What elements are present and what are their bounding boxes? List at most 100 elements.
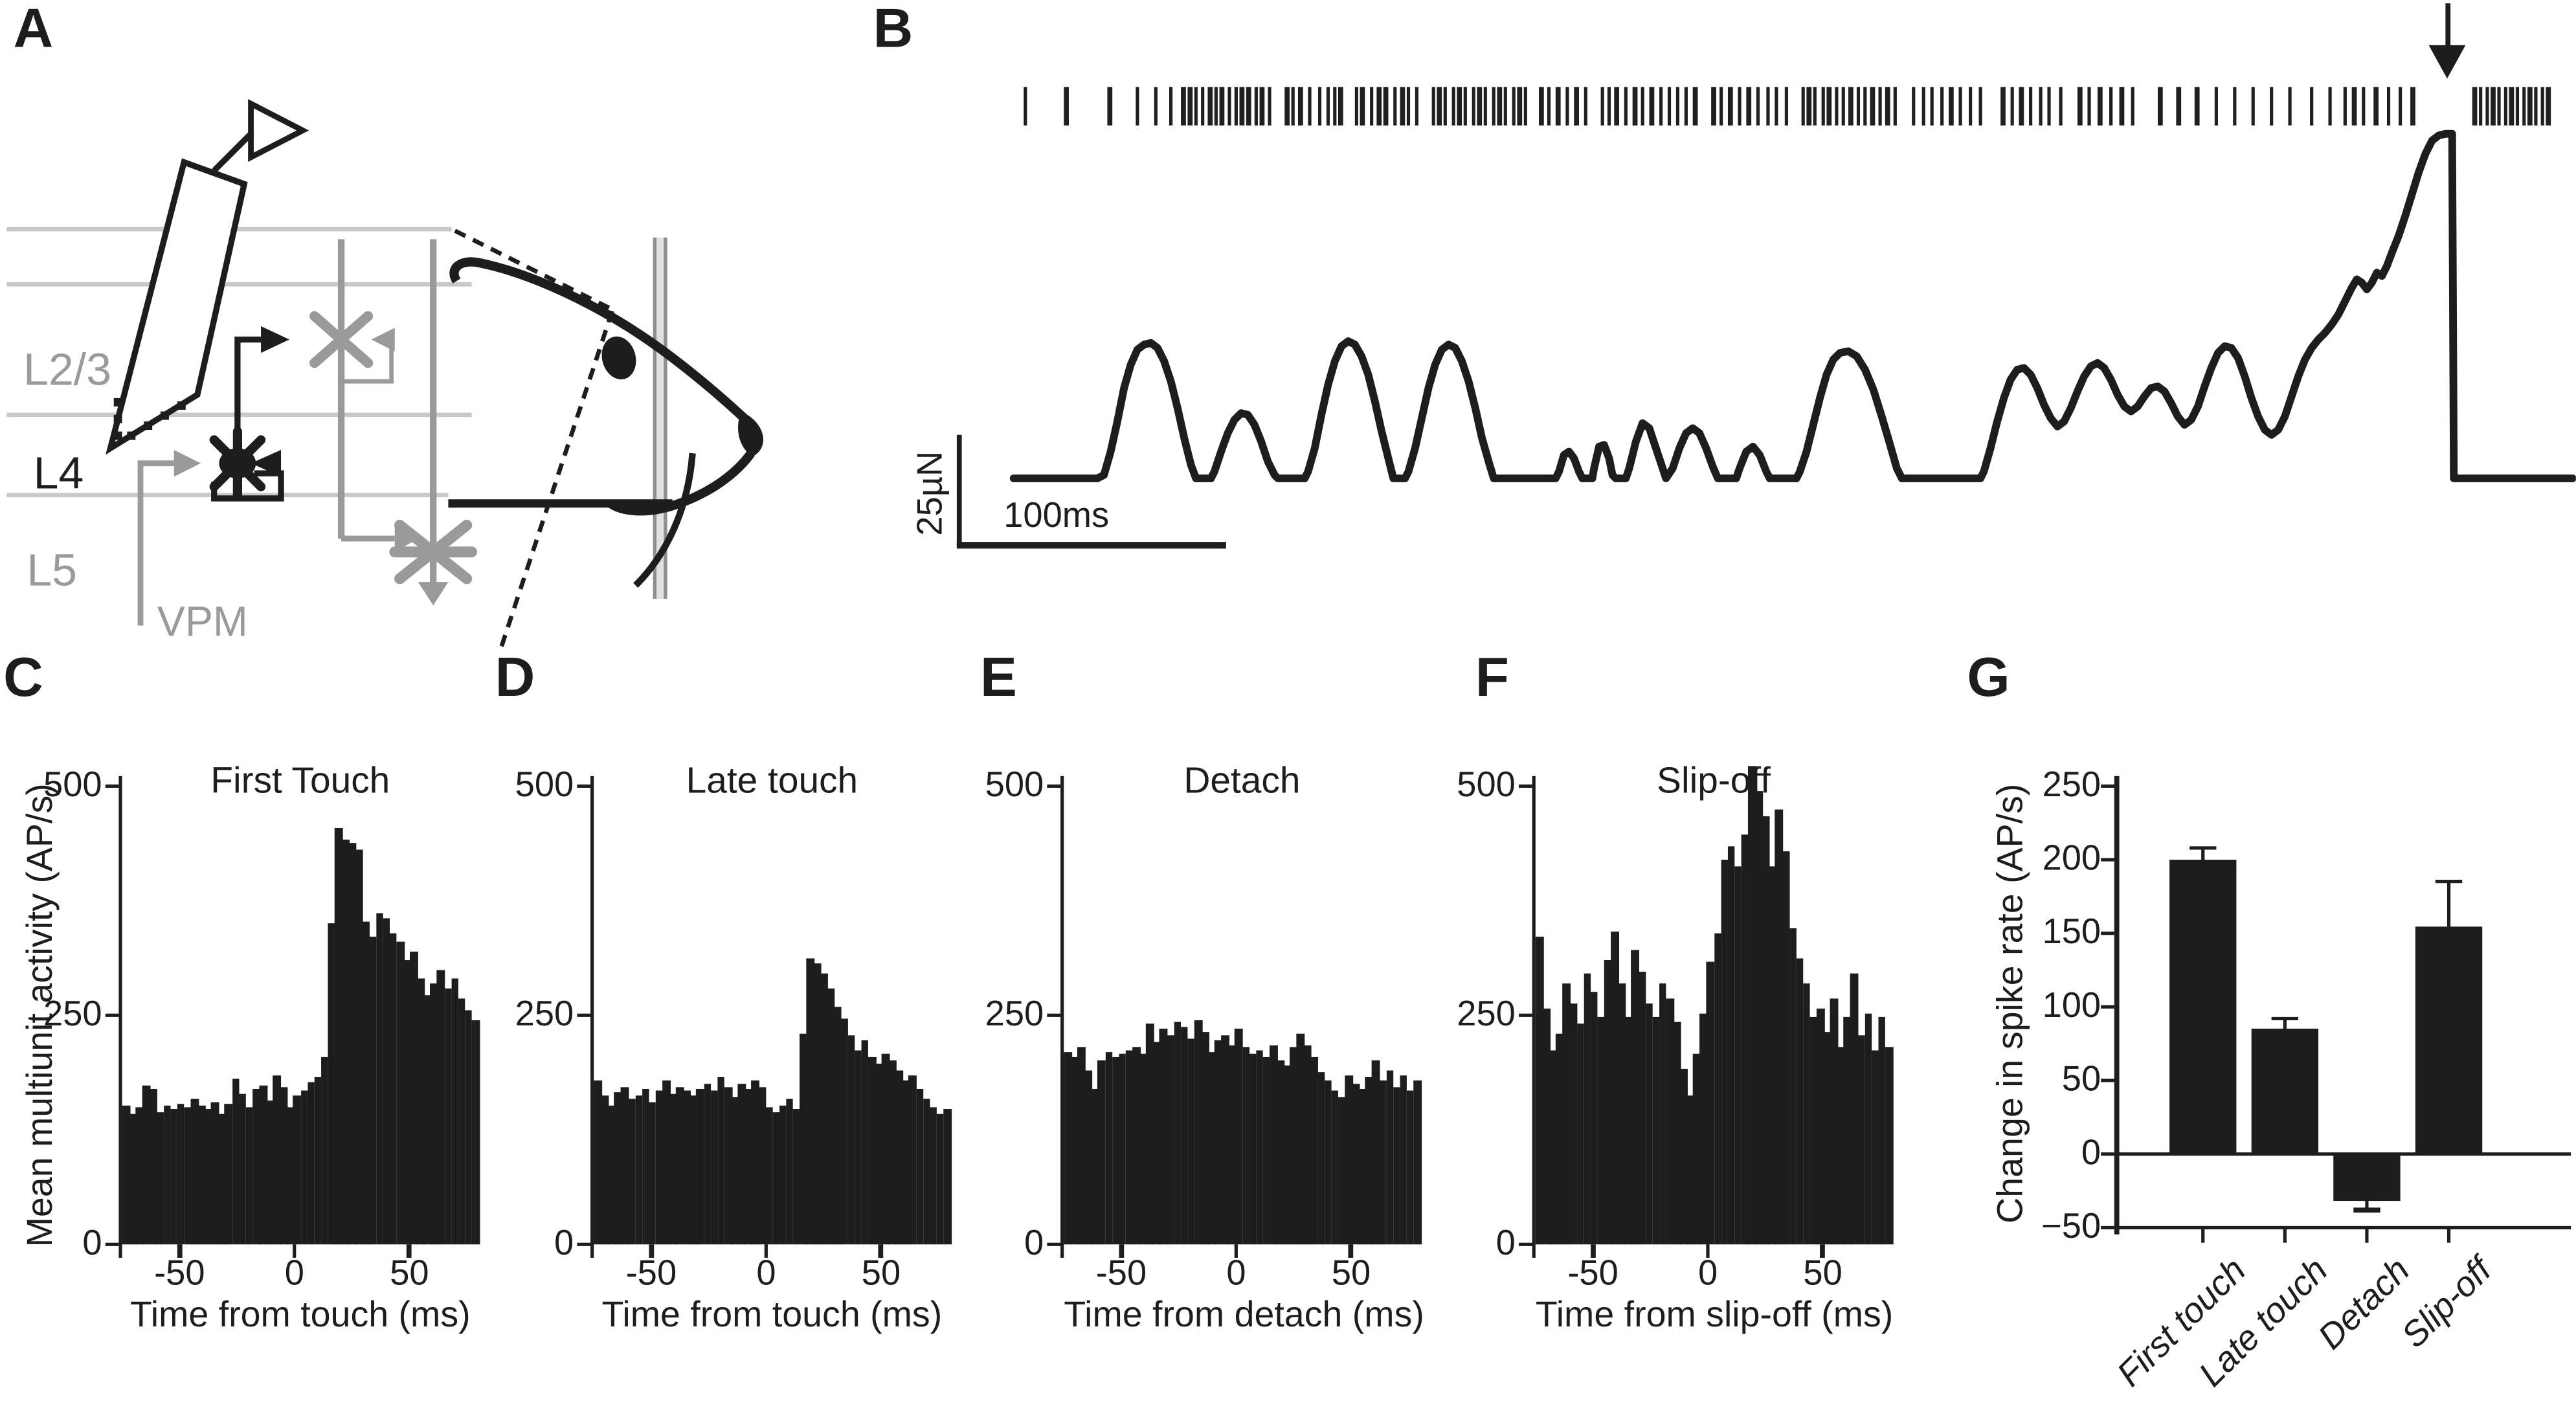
- raster-tick: [1765, 87, 1770, 126]
- summary-bar-chart: Change in spike rate (AP/s) −50 0 50 100 150…: [1907, 719, 2575, 1408]
- histogram-bar: [259, 1084, 267, 1245]
- histogram-bar: [860, 1040, 869, 1245]
- histogram-bar: [1590, 992, 1598, 1245]
- whisker-curved: [633, 453, 696, 588]
- summary-bar: [2333, 1154, 2401, 1201]
- raster-tick: [1676, 87, 1681, 126]
- x-tick: [1349, 1244, 1354, 1258]
- histogram-bar: [458, 998, 466, 1245]
- histogram-bar: [1317, 1072, 1325, 1245]
- raster-tick: [2120, 87, 2124, 126]
- histogram-bar: [437, 969, 445, 1245]
- y-axis: [589, 776, 594, 1258]
- histogram-bar: [410, 951, 418, 1245]
- y-axis: [2114, 776, 2119, 1235]
- histogram-bar: [1720, 859, 1729, 1245]
- histogram-bar: [1569, 1004, 1578, 1245]
- raster-tick: [1756, 87, 1761, 126]
- histogram-plot: [1064, 786, 1422, 1245]
- force-scale-label: 25µN: [912, 451, 950, 536]
- raster-tick: [1870, 87, 1875, 126]
- raster-tick: [1332, 87, 1337, 126]
- raster-tick: [1650, 87, 1654, 126]
- panel-label-e: E: [980, 645, 1017, 708]
- histogram-bar: [1877, 1017, 1887, 1245]
- histogram-bar: [1290, 1047, 1298, 1245]
- histogram-bar: [888, 1061, 897, 1245]
- histogram-bar: [696, 1088, 705, 1245]
- y-tick: [577, 783, 591, 788]
- histogram-bar: [1638, 971, 1646, 1245]
- raster-tick: [1641, 87, 1645, 126]
- histogram-bar: [142, 1084, 151, 1245]
- raster-tick: [1483, 87, 1488, 126]
- histogram-bar: [915, 1088, 924, 1245]
- histogram-plot: [594, 786, 952, 1245]
- histogram-bar: [1118, 1053, 1127, 1245]
- raster-tick: [1841, 87, 1845, 126]
- psth-first-touch: First Touch Time from touch (ms) 0 250 500…: [22, 719, 498, 1398]
- x-tick-label: 50: [861, 1254, 901, 1293]
- histogram-bar: [1351, 1084, 1360, 1245]
- histogram-bar: [1631, 949, 1640, 1245]
- raster-tick: [1317, 87, 1321, 126]
- raster-tick: [1893, 87, 1898, 126]
- histogram-bar: [1324, 1081, 1332, 1245]
- raster-tick: [1187, 87, 1192, 126]
- histogram-bar: [355, 850, 363, 1245]
- histogram-bar: [607, 1105, 616, 1245]
- raster-tick: [1369, 87, 1374, 126]
- x-tick-label: 50: [1803, 1254, 1842, 1293]
- y-tick: [2101, 783, 2114, 788]
- raster-tick: [1214, 87, 1218, 126]
- histogram-bar: [1372, 1061, 1380, 1245]
- raster-tick: [1023, 87, 1027, 126]
- histogram-bar: [362, 921, 370, 1245]
- histogram-bar: [471, 1020, 480, 1245]
- histogram-bar: [1330, 1090, 1339, 1245]
- histogram-bar: [676, 1086, 684, 1245]
- raster-tick: [1354, 87, 1358, 126]
- raster-tick: [1268, 87, 1272, 126]
- raster-tick: [1863, 87, 1867, 126]
- y-tick: [1518, 783, 1532, 788]
- x-tick-label: 0: [1226, 1254, 1246, 1293]
- raster-tick: [1565, 87, 1569, 126]
- histogram-bar: [751, 1081, 759, 1245]
- raster-tick: [1574, 87, 1579, 126]
- histogram-bar: [1734, 866, 1742, 1245]
- histogram-bar: [648, 1101, 656, 1245]
- panel-label-f: F: [1475, 645, 1509, 708]
- y-tick-label: 250: [1457, 995, 1516, 1034]
- histogram-bar: [375, 912, 384, 1245]
- x-tick: [1591, 1244, 1595, 1258]
- x-tick-label: 0: [1698, 1254, 1718, 1293]
- raster-tick: [2195, 87, 2200, 126]
- histogram-bar: [1180, 1026, 1189, 1245]
- raster-tick: [1207, 87, 1212, 126]
- histogram-bar: [1611, 931, 1619, 1245]
- histogram-bar: [1672, 1022, 1681, 1245]
- histogram-bar: [183, 1106, 192, 1245]
- raster-tick: [1711, 87, 1716, 126]
- histogram-bar: [1282, 1066, 1291, 1245]
- raster-tick: [1154, 87, 1158, 126]
- histogram-bar: [1228, 1044, 1237, 1245]
- y-tick: [577, 1242, 591, 1247]
- raster-tick: [2485, 87, 2489, 126]
- slip-off-arrow-icon: [2428, 3, 2466, 80]
- histogram-bar: [464, 1011, 473, 1245]
- raster-tick: [2131, 87, 2135, 126]
- raster-tick: [2287, 87, 2292, 126]
- error-bar-cap: [2271, 1016, 2299, 1021]
- y-tick-label: 250: [515, 995, 574, 1034]
- raster-tick: [2516, 87, 2520, 126]
- histogram-bar: [286, 1106, 295, 1245]
- histogram-bar: [1789, 928, 1797, 1245]
- histogram-bar: [1850, 974, 1859, 1245]
- y-tick-label: 150: [2042, 913, 2101, 952]
- raster-tick: [2047, 87, 2052, 126]
- y-tick-label: 0: [82, 1224, 102, 1263]
- histogram-bar: [614, 1092, 623, 1245]
- histogram-bar: [1166, 1035, 1175, 1245]
